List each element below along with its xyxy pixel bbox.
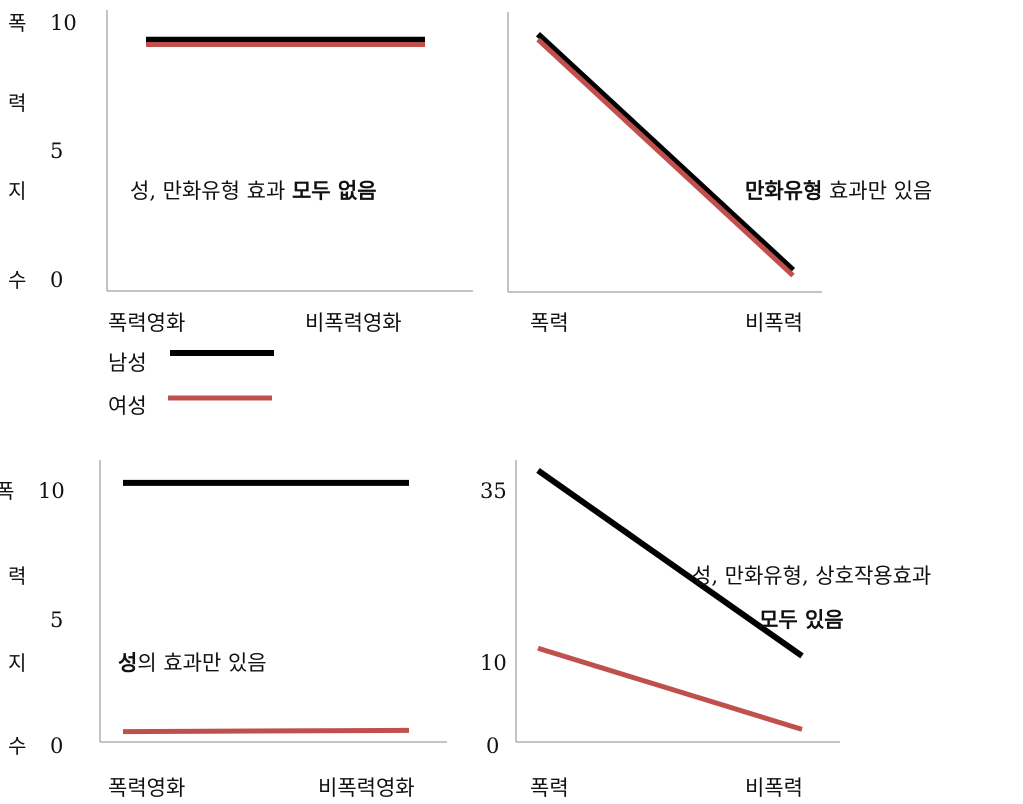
series-line-male	[536, 468, 804, 659]
ytick-label: 0	[50, 734, 63, 758]
legend-label-female: 여성	[108, 394, 147, 418]
ytick-label: 0	[486, 734, 499, 758]
xtick-label: 폭력영화	[108, 776, 185, 800]
ylabel-char: 수	[8, 734, 26, 758]
ytick-label: 5	[50, 608, 63, 632]
panel-4-series	[536, 468, 804, 732]
xtick-label: 비폭력	[745, 776, 803, 800]
ylabel-char: 지	[8, 179, 26, 203]
annotation: 만화유형 효과만 있음	[745, 178, 932, 203]
ytick-label: 10	[38, 479, 65, 503]
panel-2: 폭력 비폭력 만화유형 효과만 있음	[507, 12, 932, 335]
annotation-bold: 만화유형	[745, 178, 822, 203]
ytick-label: 10	[50, 11, 77, 35]
ylabel-char: 폭	[8, 11, 26, 35]
annotation-normal: 의 효과만 있음	[137, 651, 266, 675]
xtick-label: 폭력영화	[108, 311, 185, 335]
panel-3-ylabel: 폭 력 지 수	[0, 479, 26, 758]
annotation: 성의 효과만 있음	[118, 650, 267, 675]
panel-4: 35 10 0 폭력 비폭력 성, 만화유형, 상호작용효과 모두 있음	[480, 460, 931, 800]
panel-1-series	[146, 36, 425, 47]
ylabel-char: 력	[8, 564, 26, 588]
xtick-label: 비폭력	[745, 311, 803, 335]
xtick-label: 폭력	[530, 311, 569, 335]
ylabel-char: 력	[8, 91, 26, 115]
ytick-label: 0	[50, 268, 63, 292]
panel-1: 폭 력 지 수 10 5 0 폭력영화 비폭력영화 성, 만화유형 효과 모두 …	[8, 10, 473, 335]
ylabel-char: 폭	[0, 479, 14, 503]
annotation: 성, 만화유형 효과 모두 없음	[130, 178, 377, 203]
annotation-line-2: 모두 있음	[759, 607, 844, 632]
annotation-bold: 성	[118, 650, 137, 675]
ylabel-char: 지	[8, 651, 26, 675]
xtick-label: 비폭력영화	[318, 776, 415, 800]
series-line-male	[535, 31, 796, 273]
panel-3: 폭 력 지 수 10 5 0 폭력영화 비폭력영화 성의 효과만 있음	[0, 460, 447, 800]
legend: 남성 여성	[108, 350, 274, 418]
series-line-female	[122, 727, 410, 735]
ytick-label: 5	[50, 139, 63, 163]
annotation-bold: 모두 없음	[292, 178, 377, 203]
panel-3-series	[122, 479, 410, 735]
ytick-label: 10	[480, 651, 507, 675]
ytick-label: 35	[480, 479, 507, 503]
annotation-line-1: 성, 만화유형, 상호작용효과	[692, 564, 931, 588]
xtick-label: 비폭력영화	[305, 311, 402, 335]
annotation-normal: 성, 만화유형 효과	[130, 179, 292, 203]
series-line-female	[537, 645, 803, 732]
ylabel-char: 수	[8, 268, 26, 292]
panel-2-series	[535, 31, 796, 278]
legend-label-male: 남성	[108, 351, 147, 375]
xtick-label: 폭력	[530, 776, 569, 800]
series-line-female	[536, 37, 795, 278]
panel-1-ylabel: 폭 력 지 수	[8, 11, 26, 292]
annotation-normal: 효과만 있음	[822, 179, 932, 203]
